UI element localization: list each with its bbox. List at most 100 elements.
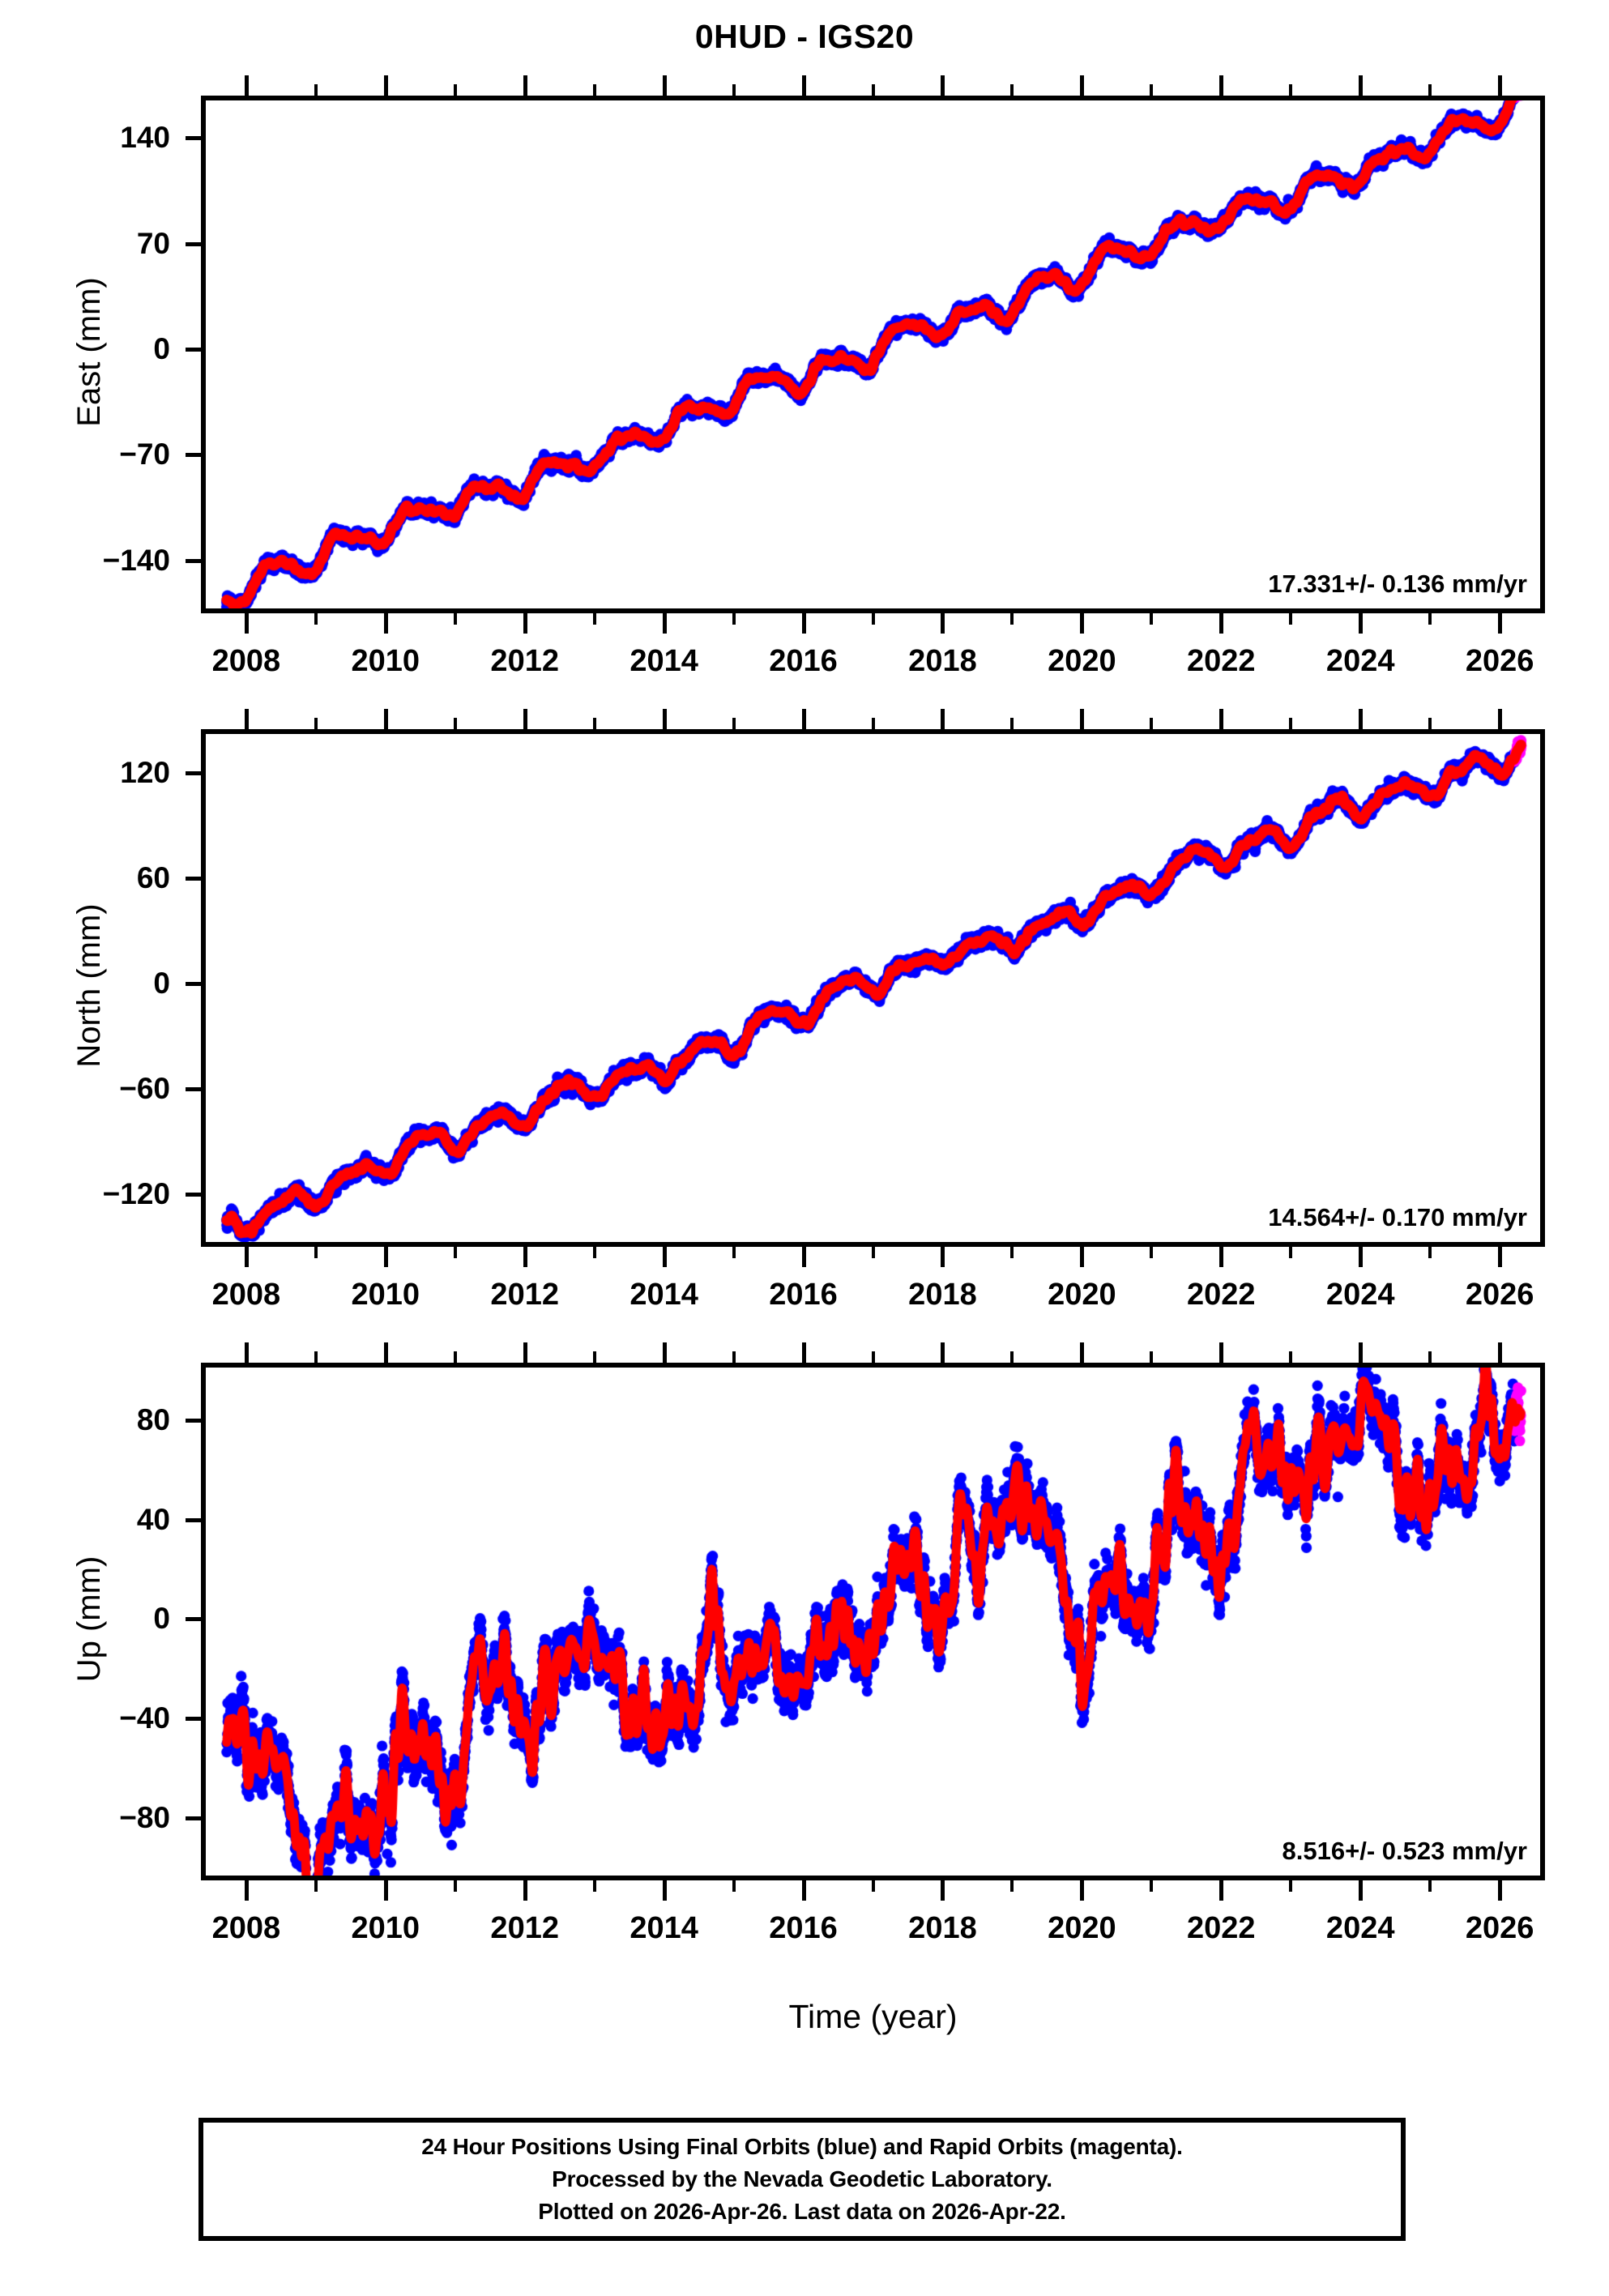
east-top-xtick-2016: [801, 75, 806, 96]
north-xtick-label-2014: 2014: [630, 1278, 698, 1312]
east-xtick-2019: [1010, 613, 1014, 625]
up-top-xtick-2021: [1150, 1351, 1154, 1363]
up-xtick-2015: [732, 1880, 736, 1892]
x-axis-label: Time (year): [788, 1998, 958, 2035]
north-xtick-label-2024: 2024: [1325, 1278, 1395, 1312]
north-xtick-label-2020: 2020: [1048, 1278, 1116, 1312]
east-xtick-2011: [453, 613, 457, 625]
east-xtick-2022: [1219, 613, 1224, 634]
up-top-xtick-2022: [1219, 1342, 1224, 1363]
north-xtick-label-2012: 2012: [490, 1278, 559, 1312]
up-top-xtick-2018: [941, 1342, 945, 1363]
up-top-xtick-2023: [1289, 1351, 1293, 1363]
north-xtick-2022: [1219, 1247, 1224, 1267]
up-xtick-2023: [1289, 1880, 1293, 1892]
east-top-xtick-2019: [1010, 84, 1014, 96]
up-xtick-2018: [941, 1880, 945, 1901]
up-ytick-label--40: −40: [119, 1701, 170, 1735]
east-top-xtick-2020: [1080, 75, 1085, 96]
up-xtick-label-2022: 2022: [1187, 1911, 1256, 1945]
east-xtick-2025: [1428, 613, 1432, 625]
panel-north: 14.564+/- 0.170 mm/yr: [201, 729, 1545, 1247]
north-ytick-label-120: 120: [120, 756, 170, 790]
north-top-xtick-2026: [1498, 709, 1503, 729]
north-ytick-label-60: 60: [136, 861, 170, 895]
east-top-xtick-2017: [871, 84, 875, 96]
east-xtick-label-2014: 2014: [630, 644, 698, 678]
up-xtick-2022: [1219, 1880, 1224, 1901]
east-top-xtick-2025: [1428, 84, 1432, 96]
north-top-xtick-2021: [1150, 718, 1154, 729]
east-top-xtick-2011: [453, 84, 457, 96]
up-xtick-2024: [1359, 1880, 1364, 1901]
east-xtick-label-2010: 2010: [351, 644, 420, 678]
panel-east: 17.331+/- 0.136 mm/yr: [201, 96, 1545, 613]
north-xtick-label-2016: 2016: [769, 1278, 838, 1312]
east-ytick-label-140: 140: [120, 121, 170, 155]
east-ytick-mark-70: [186, 241, 201, 246]
up-xtick-label-2020: 2020: [1048, 1911, 1116, 1945]
east-top-xtick-2015: [732, 84, 736, 96]
north-top-xtick-2012: [523, 709, 527, 729]
north-top-xtick-2011: [453, 718, 457, 729]
east-ytick-label-0: 0: [153, 331, 170, 365]
north-top-xtick-2019: [1010, 718, 1014, 729]
east-top-xtick-2022: [1219, 75, 1224, 96]
up-xtick-2012: [523, 1880, 527, 1901]
east-xtick-2021: [1150, 613, 1154, 625]
north-xtick-2010: [383, 1247, 388, 1267]
up-xtick-2011: [453, 1880, 457, 1892]
north-ytick-label--60: −60: [119, 1072, 170, 1106]
north-xtick-2014: [662, 1247, 667, 1267]
up-top-xtick-2017: [871, 1351, 875, 1363]
east-xtick-2024: [1359, 613, 1364, 634]
east-xtick-2015: [732, 613, 736, 625]
panel-up: 8.516+/- 0.523 mm/yr: [201, 1363, 1545, 1880]
north-xtick-2023: [1289, 1247, 1293, 1258]
up-xtick-2026: [1498, 1880, 1503, 1901]
north-ytick-label-0: 0: [153, 967, 170, 1001]
north-top-xtick-2022: [1219, 709, 1224, 729]
north-xtick-2008: [244, 1247, 249, 1267]
up-plot-canvas: [201, 1363, 1545, 1880]
up-top-xtick-2025: [1428, 1351, 1432, 1363]
north-xtick-2009: [314, 1247, 318, 1258]
up-ytick-mark-0: [186, 1617, 201, 1622]
north-xtick-2016: [801, 1247, 806, 1267]
north-ytick-mark-0: [186, 982, 201, 987]
north-top-xtick-2018: [941, 709, 945, 729]
east-xtick-2009: [314, 613, 318, 625]
north-top-xtick-2016: [801, 709, 806, 729]
east-top-xtick-2008: [244, 75, 249, 96]
east-xtick-label-2022: 2022: [1187, 644, 1256, 678]
east-top-xtick-2013: [592, 84, 596, 96]
up-ytick-mark--80: [186, 1816, 201, 1821]
up-xtick-label-2016: 2016: [769, 1911, 838, 1945]
up-top-xtick-2013: [592, 1351, 596, 1363]
east-xtick-2026: [1498, 613, 1503, 634]
up-xtick-label-2024: 2024: [1325, 1911, 1395, 1945]
north-xtick-2026: [1498, 1247, 1503, 1267]
east-xtick-2013: [592, 613, 596, 625]
up-xtick-2017: [871, 1880, 875, 1892]
up-top-xtick-2024: [1359, 1342, 1364, 1363]
footer-note-box: 24 Hour Positions Using Final Orbits (bl…: [198, 2118, 1406, 2241]
east-top-xtick-2010: [383, 75, 388, 96]
north-xtick-2012: [523, 1247, 527, 1267]
east-top-xtick-2021: [1150, 84, 1154, 96]
up-xtick-2021: [1150, 1880, 1154, 1892]
north-top-xtick-2024: [1359, 709, 1364, 729]
east-top-xtick-2024: [1359, 75, 1364, 96]
up-xtick-2014: [662, 1880, 667, 1901]
east-xtick-label-2026: 2026: [1465, 644, 1534, 678]
north-top-xtick-2010: [383, 709, 388, 729]
north-top-xtick-2009: [314, 718, 318, 729]
east-top-xtick-2026: [1498, 75, 1503, 96]
up-top-xtick-2015: [732, 1351, 736, 1363]
up-top-xtick-2009: [314, 1351, 318, 1363]
north-xtick-2025: [1428, 1247, 1432, 1258]
east-xtick-2014: [662, 613, 667, 634]
north-top-xtick-2008: [244, 709, 249, 729]
north-top-xtick-2013: [592, 718, 596, 729]
